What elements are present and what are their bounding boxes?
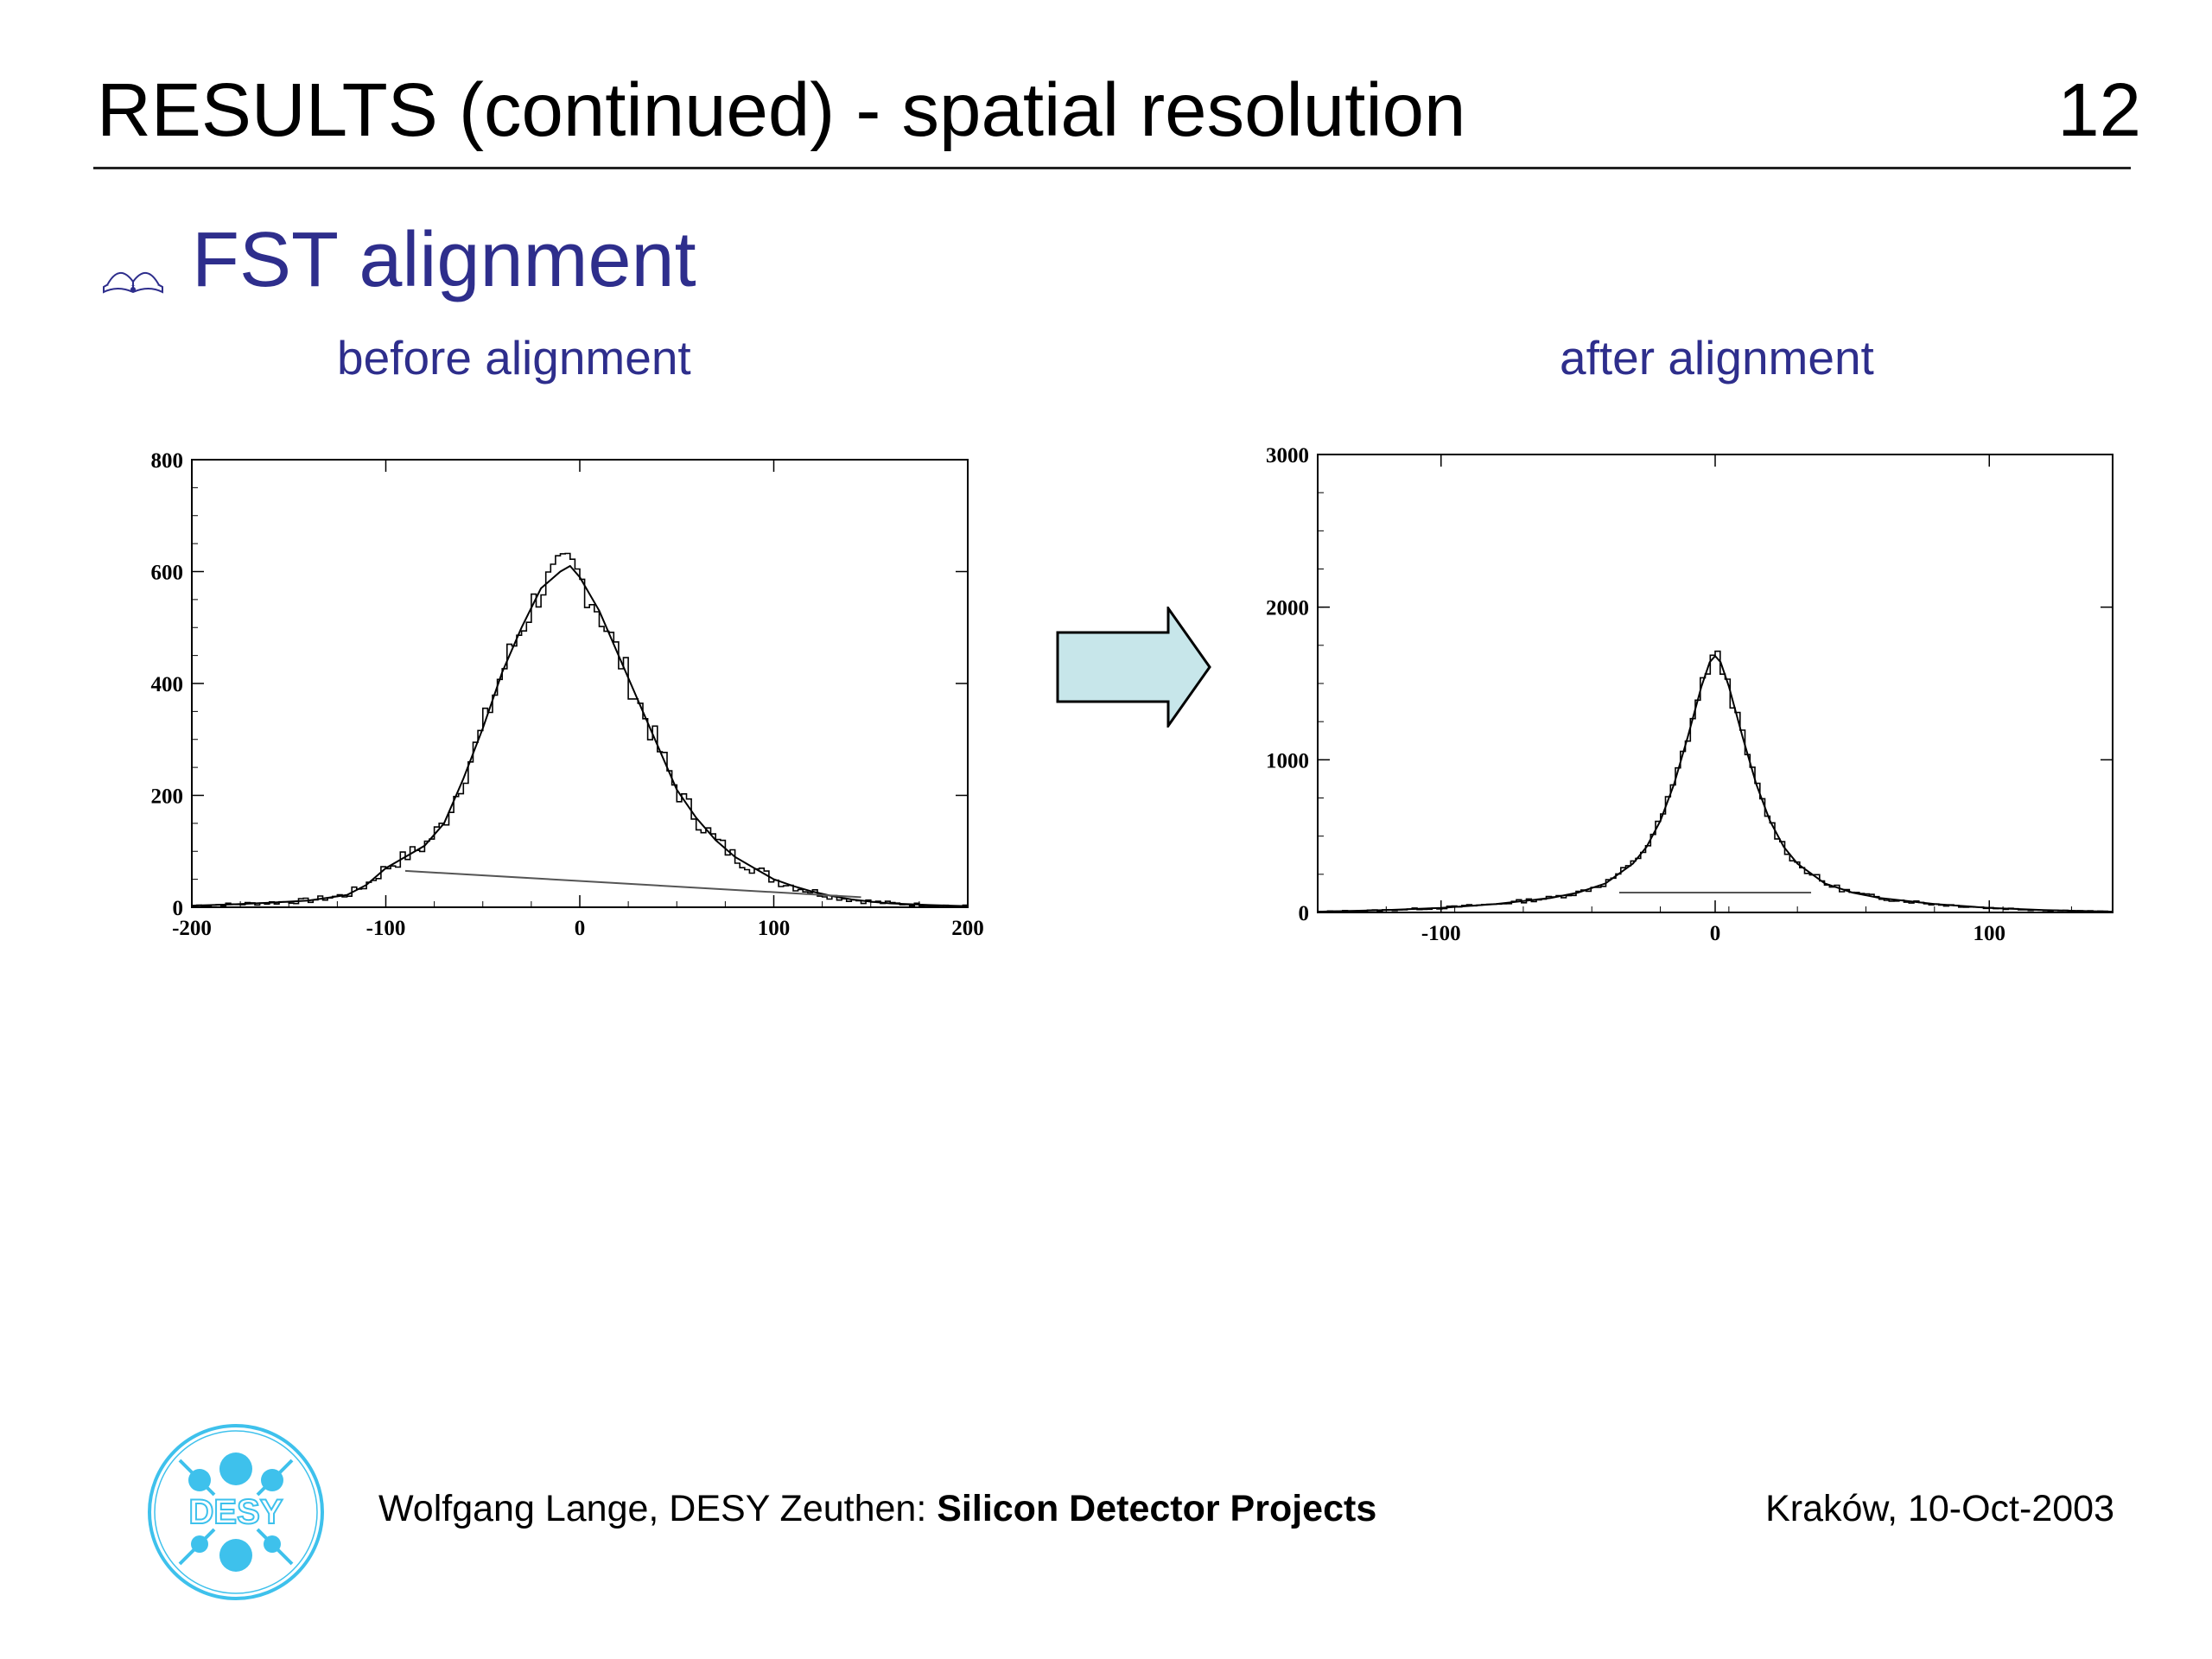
fit-curve (191, 564, 969, 907)
chart-caption-after: after alignment (1560, 331, 1874, 385)
y-tick-label: 200 (151, 785, 184, 809)
fit-curve (1317, 654, 2113, 913)
x-tick-label: 200 (951, 917, 984, 940)
y-tick-label: 3000 (1266, 444, 1309, 467)
y-tick-label: 0 (173, 897, 184, 920)
page-number: 12 (2057, 68, 2141, 152)
histogram (1318, 650, 2113, 913)
background-line (404, 869, 861, 899)
x-tick-label: 100 (758, 917, 791, 940)
y-tick-label: 2000 (1266, 597, 1309, 620)
histogram (192, 552, 968, 908)
footer-project: Silicon Detector Projects (937, 1488, 1377, 1529)
slide-title: RESULTS (continued) - spatial resolution (97, 68, 1466, 152)
x-tick-label: 0 (575, 917, 586, 940)
x-tick-label: 0 (1710, 922, 1721, 945)
open-book-icon (103, 272, 163, 294)
y-tick-label: 600 (151, 562, 184, 585)
x-tick-label: -100 (366, 917, 406, 940)
x-tick-label: -100 (1421, 922, 1461, 945)
footer-credit: Wolfgang Lange, DESY Zeuthen: Silicon De… (378, 1488, 1376, 1530)
logo-text: DESY (189, 1493, 283, 1531)
y-tick-label: 0 (1299, 902, 1310, 925)
title-divider (93, 167, 2131, 169)
desy-logo: DESY (148, 1424, 324, 1600)
x-tick-label: -200 (172, 917, 212, 940)
footer-date: Kraków, 10-Oct-2003 (1765, 1488, 2114, 1529)
right-arrow-icon (1056, 607, 1211, 728)
footer-author: Wolfgang Lange, DESY Zeuthen: (378, 1488, 938, 1529)
y-tick-label: 1000 (1266, 749, 1309, 772)
plot-frame (1317, 454, 2113, 913)
section-heading: FST alignment (192, 217, 696, 303)
chart-caption-before: before alignment (337, 331, 691, 385)
x-tick-label: 100 (1973, 922, 2005, 945)
y-tick-label: 800 (151, 449, 184, 473)
y-tick-label: 400 (151, 673, 184, 696)
